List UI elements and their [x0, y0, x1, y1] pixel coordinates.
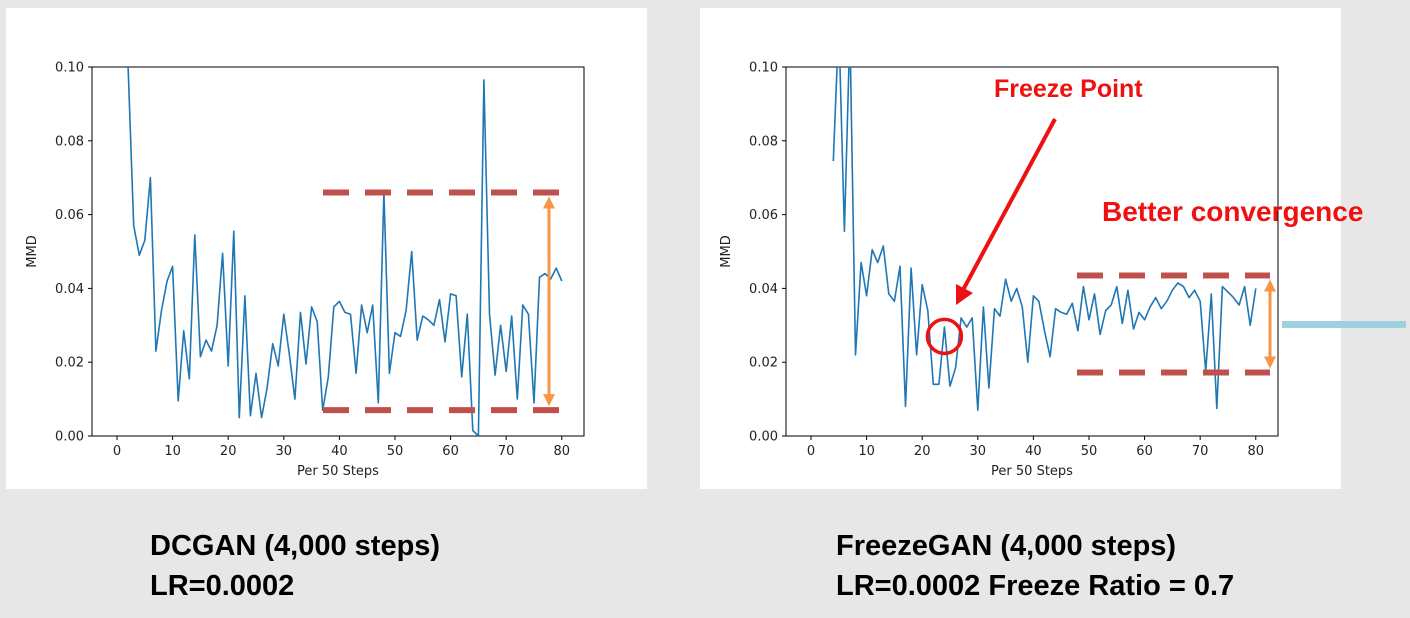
- dcgan-x-tick-label: 20: [220, 444, 237, 459]
- dcgan-x-tick-label: 40: [331, 444, 348, 459]
- freezegan-y-tick-label: 0.08: [749, 134, 778, 149]
- dcgan-y-tick-label: 0.08: [55, 134, 84, 149]
- dcgan-x-tick-label: 50: [387, 444, 404, 459]
- better-convergence-annotation: Better convergence: [1102, 196, 1364, 227]
- freezegan-x-tick-label: 40: [1025, 444, 1042, 459]
- dcgan-y-tick-label: 0.00: [55, 430, 84, 445]
- freezegan-x-tick-label: 70: [1192, 444, 1209, 459]
- dcgan-mmd-chart: 0 10 20 30 40 50 60 70 80 0.00 0.02 0.04 0.06 0.08 0.1…: [25, 61, 585, 479]
- dcgan-axes-frame: [91, 66, 585, 437]
- freezegan-mmd-chart: 0 10 20 30 40 50 60 70 80 0.00 0.02 0.04 0.06 0.08 0.1…: [719, 61, 1279, 479]
- freezegan-y-tick-label: 0.02: [749, 356, 778, 371]
- dcgan-x-tick-label: 10: [164, 444, 181, 459]
- freezegan-y-tick-label: 0.00: [749, 430, 778, 445]
- freezegan-x-tick-label: 60: [1136, 444, 1153, 459]
- dcgan-y-tick-label: 0.06: [55, 208, 84, 223]
- dcgan-x-tick-label: 70: [498, 444, 515, 459]
- freezegan-x-tick-label: 20: [914, 444, 931, 459]
- dcgan-x-tick-label: 60: [442, 444, 459, 459]
- freezegan-caption-lr: LR=0.0002 Freeze Ratio = 0.7: [836, 570, 1235, 602]
- freezegan-caption: FreezeGAN (4,000 steps) LR=0.0002 Freeze…: [836, 526, 1234, 606]
- freezegan-x-axis-title: Per 50 Steps: [991, 464, 1073, 479]
- freeze-point-circle-marker: [925, 317, 964, 356]
- freezegan-x-tick-label: 80: [1247, 444, 1264, 459]
- dcgan-chart-panel: 0 10 20 30 40 50 60 70 80 0.00 0.02 0.04 0.06 0.08 0.1…: [6, 8, 647, 489]
- dcgan-x-axis-title: Per 50 Steps: [297, 464, 379, 479]
- dcgan-y-axis-title: MMD: [25, 235, 40, 267]
- freezegan-mmd-series-line: [832, 67, 1257, 412]
- dcgan-y-tick-label: 0.02: [55, 356, 84, 371]
- dcgan-caption-lr: LR=0.0002: [150, 570, 295, 602]
- freeze-point-annotation: Freeze Point: [994, 75, 1143, 103]
- freezegan-x-tick-label: 10: [858, 444, 875, 459]
- freezegan-axes-frame: [785, 66, 1279, 437]
- freezegan-x-tick-label: 50: [1081, 444, 1098, 459]
- freezegan-range-double-arrow: [1264, 279, 1276, 369]
- dcgan-range-double-arrow: [543, 196, 555, 407]
- dcgan-caption-title: DCGAN (4,000 steps): [150, 530, 441, 562]
- dcgan-x-tick-label: 0: [113, 444, 121, 459]
- freezegan-caption-title: FreezeGAN (4,000 steps): [836, 530, 1177, 562]
- freezegan-y-tick-label: 0.10: [749, 61, 778, 76]
- freezegan-x-tick-label: 0: [807, 444, 815, 459]
- dcgan-x-tick-label: 80: [553, 444, 570, 459]
- dcgan-mmd-series-line: [127, 67, 563, 436]
- freezegan-y-axis-title: MMD: [719, 235, 734, 267]
- dcgan-caption: DCGAN (4,000 steps) LR=0.0002: [150, 526, 440, 606]
- freezegan-y-tick-label: 0.04: [749, 282, 778, 297]
- dcgan-y-tick-label: 0.04: [55, 282, 84, 297]
- freezegan-x-tick-label: 30: [970, 444, 987, 459]
- dcgan-y-tick-label: 0.10: [55, 61, 84, 76]
- freezegan-y-tick-label: 0.06: [749, 208, 778, 223]
- dcgan-x-tick-label: 30: [276, 444, 293, 459]
